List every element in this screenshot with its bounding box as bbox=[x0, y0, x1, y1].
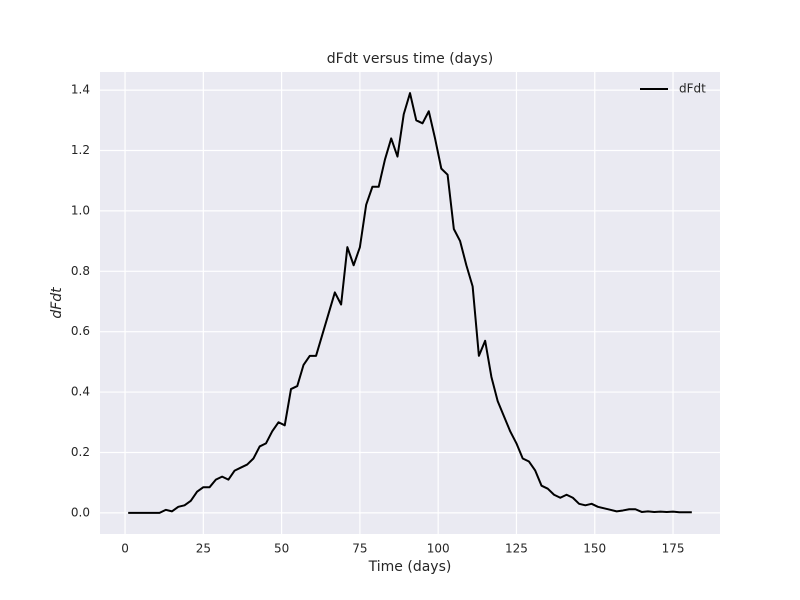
y-tick-label: 1.2 bbox=[71, 143, 90, 157]
y-tick-label: 1.0 bbox=[71, 203, 90, 217]
x-tick-label: 0 bbox=[121, 542, 129, 556]
marks bbox=[128, 92, 692, 514]
y-tick-label: 0.2 bbox=[71, 445, 90, 459]
y-tick-label: 0.8 bbox=[71, 264, 90, 278]
grid bbox=[100, 72, 720, 534]
x-tick-label: 150 bbox=[583, 542, 606, 556]
y-tick-label: 0.0 bbox=[71, 505, 90, 519]
x-tick-label: 100 bbox=[427, 542, 450, 556]
chart-title: dFdt versus time (days) bbox=[327, 51, 493, 67]
y-axis-label: dFdt bbox=[49, 287, 65, 319]
y-tick-label: 0.6 bbox=[71, 324, 90, 338]
y-tick-label: 1.4 bbox=[71, 83, 90, 97]
x-tick-label: 125 bbox=[505, 542, 528, 556]
x-axis-label: Time (days) bbox=[368, 559, 452, 575]
x-tick-label: 25 bbox=[196, 542, 211, 556]
data-line bbox=[128, 92, 692, 514]
x-tick-label: 75 bbox=[352, 542, 367, 556]
legend: dFdt bbox=[640, 82, 706, 96]
x-tick-label: 50 bbox=[274, 542, 289, 556]
y-tick-label: 0.4 bbox=[71, 385, 90, 399]
plot-area bbox=[100, 72, 720, 534]
x-tick-label: 175 bbox=[662, 542, 685, 556]
legend-label: dFdt bbox=[679, 82, 706, 96]
